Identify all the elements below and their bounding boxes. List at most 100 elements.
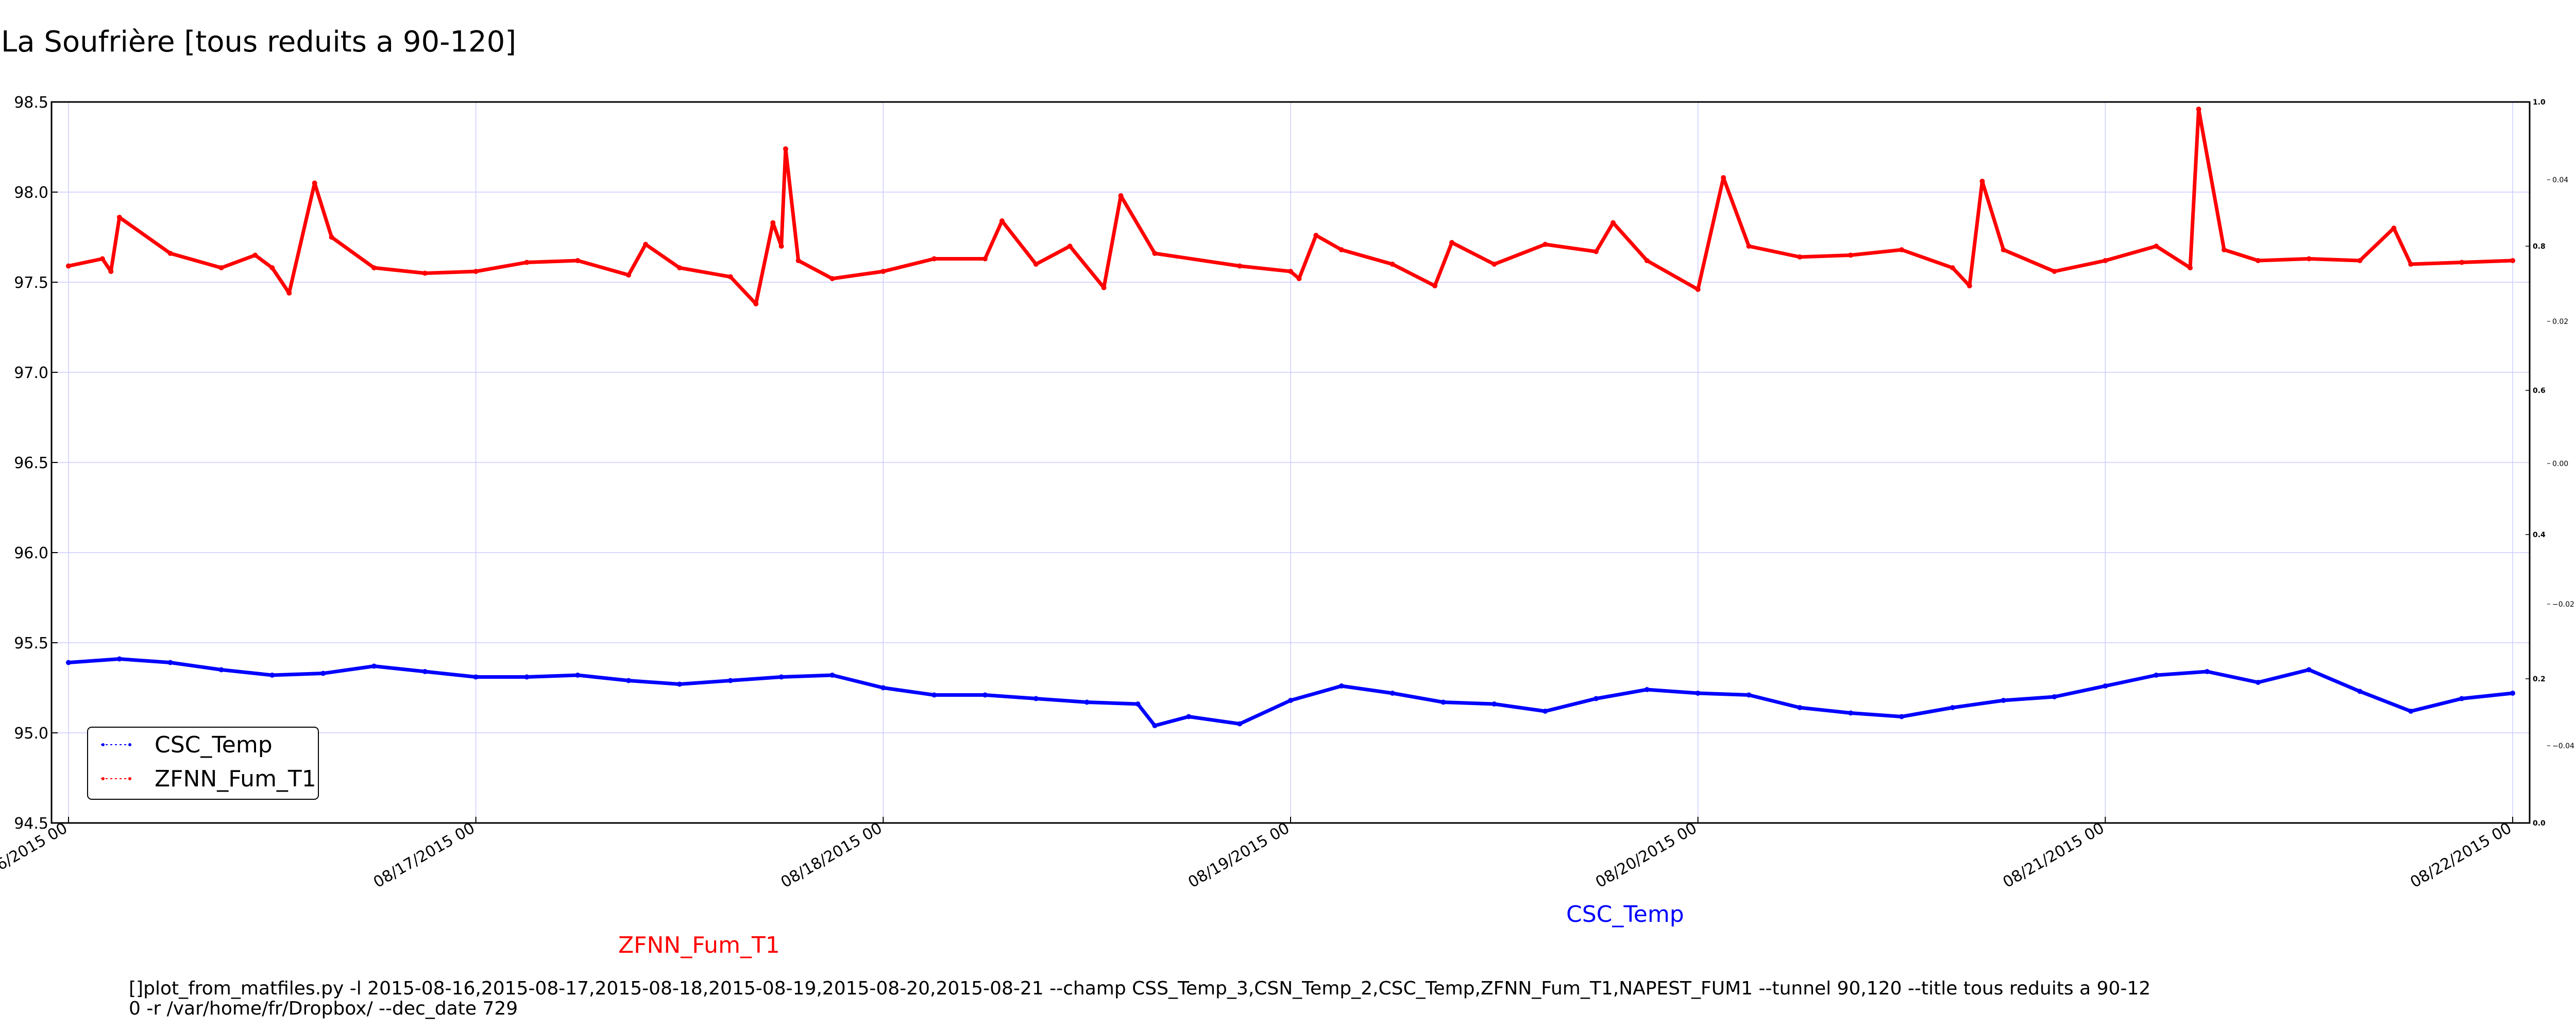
point-csc-temp-7: [422, 669, 428, 674]
point-csc-temp-40: [2052, 694, 2057, 699]
point-zfnn-fum-t1-40: [1389, 262, 1395, 267]
point-csc-temp-32: [1644, 687, 1650, 692]
point-csc-temp-12: [677, 681, 682, 687]
point-zfnn-fum-t1-58: [2052, 269, 2057, 274]
point-zfnn-fum-t1-68: [2408, 262, 2414, 267]
series-label-csc-temp: CSC_Temp: [1566, 901, 1684, 928]
point-csc-temp-3: [218, 667, 224, 673]
point-zfnn-fum-t1-1: [99, 256, 105, 262]
y-tick-label-4: 96.5: [14, 454, 48, 472]
point-zfnn-fum-t1-11: [371, 265, 377, 270]
right-tick-inner-label-0: −0.04: [2552, 742, 2574, 750]
point-csc-temp-19: [1033, 696, 1039, 701]
point-zfnn-fum-t1-48: [1695, 287, 1701, 292]
point-csc-temp-30: [1543, 709, 1548, 714]
point-csc-temp-10: [575, 673, 581, 678]
right-tick-outer-label-4: 0.8: [2533, 243, 2546, 251]
point-zfnn-fum-t1-0: [65, 263, 71, 269]
point-zfnn-fum-t1-65: [2306, 256, 2312, 262]
point-zfnn-fum-t1-13: [473, 269, 479, 274]
point-csc-temp-49: [2510, 691, 2516, 696]
y-tick-label-7: 98.0: [14, 184, 48, 202]
point-zfnn-fum-t1-5: [218, 265, 224, 270]
point-csc-temp-8: [473, 674, 479, 680]
y-axis: 94.5 95.0 95.5 96.0 96.5 97.0 97.5 98.0 98.5: [14, 94, 58, 833]
point-csc-temp-21: [1135, 701, 1141, 707]
legend-marker-csc-temp: [101, 743, 105, 746]
point-csc-temp-36: [1848, 710, 1854, 716]
point-zfnn-fum-t1-51: [1797, 254, 1803, 260]
grid: [52, 102, 2530, 823]
legend-box: [87, 727, 319, 800]
point-zfnn-fum-t1-45: [1594, 249, 1599, 254]
point-zfnn-fum-t1-30: [1033, 262, 1039, 267]
point-csc-temp-47: [2408, 709, 2414, 714]
point-zfnn-fum-t1-17: [643, 242, 649, 247]
right-tick-outer-label-5: 1.0: [2533, 98, 2546, 107]
point-csc-temp-14: [778, 674, 784, 680]
point-csc-temp-26: [1338, 683, 1344, 689]
right-axis: 0.0 0.2 0.4 0.6 0.8 1.0 −0.04 −0.02 0.00 0.02 0.04: [2526, 98, 2574, 828]
point-csc-temp-42: [2154, 673, 2159, 678]
point-zfnn-fum-t1-23: [783, 146, 788, 151]
y-tick-label-3: 96.0: [14, 544, 48, 562]
y-tick-label-1: 95.0: [14, 725, 48, 743]
legend-marker-zfnn-fum-t1: [101, 777, 105, 780]
point-zfnn-fum-t1-25: [829, 276, 835, 281]
point-zfnn-fum-t1-60: [2154, 244, 2159, 249]
point-zfnn-fum-t1-14: [524, 260, 530, 265]
point-zfnn-fum-t1-70: [2510, 258, 2516, 263]
right-tick-inner-label-2: 0.00: [2552, 460, 2568, 468]
point-zfnn-fum-t1-59: [2103, 258, 2108, 263]
point-zfnn-fum-t1-37: [1296, 276, 1302, 281]
point-zfnn-fum-t1-27: [931, 256, 937, 262]
point-zfnn-fum-t1-21: [770, 220, 776, 226]
x-tick-label-6: 08/22/2015 00: [2407, 819, 2515, 892]
right-tick-inner-label-3: 0.02: [2552, 318, 2568, 326]
point-zfnn-fum-t1-63: [2222, 247, 2227, 252]
point-zfnn-fum-t1-26: [880, 269, 886, 274]
point-zfnn-fum-t1-3: [116, 215, 122, 220]
point-zfnn-fum-t1-9: [312, 180, 317, 186]
point-zfnn-fum-t1-18: [677, 265, 682, 270]
right-tick-outer-label-0: 0.0: [2533, 819, 2546, 828]
point-zfnn-fum-t1-52: [1848, 252, 1854, 258]
point-zfnn-fum-t1-56: [1979, 179, 1985, 184]
point-zfnn-fum-t1-7: [269, 265, 275, 270]
point-zfnn-fum-t1-36: [1288, 269, 1293, 274]
y-tick-label-2: 95.5: [14, 634, 48, 653]
point-csc-temp-13: [727, 678, 733, 683]
point-zfnn-fum-t1-50: [1746, 244, 1752, 249]
point-csc-temp-17: [931, 692, 937, 698]
point-zfnn-fum-t1-41: [1432, 283, 1437, 288]
point-csc-temp-23: [1186, 714, 1192, 719]
legend-label-csc-temp: CSC_Temp: [155, 732, 273, 758]
point-zfnn-fum-t1-31: [1067, 244, 1073, 249]
point-zfnn-fum-t1-20: [753, 301, 759, 306]
point-zfnn-fum-t1-46: [1611, 220, 1616, 226]
point-csc-temp-46: [2357, 689, 2363, 694]
point-csc-temp-11: [626, 678, 632, 683]
right-tick-outer-label-2: 0.4: [2533, 531, 2546, 539]
x-axis: 08/16/2015 00 08/17/2015 00 08/18/2015 00 0…: [0, 817, 2515, 891]
point-csc-temp-39: [2001, 698, 2006, 703]
point-csc-temp-28: [1440, 699, 1446, 705]
point-csc-temp-4: [269, 673, 275, 678]
point-zfnn-fum-t1-44: [1543, 242, 1548, 247]
y-tick-label-8: 98.5: [14, 94, 48, 112]
point-zfnn-fum-t1-16: [626, 272, 632, 278]
y-tick-label-5: 97.0: [14, 364, 48, 382]
point-zfnn-fum-t1-15: [575, 258, 581, 263]
point-csc-temp-6: [371, 663, 377, 669]
point-csc-temp-31: [1594, 696, 1599, 701]
point-zfnn-fum-t1-57: [2001, 247, 2006, 252]
point-zfnn-fum-t1-55: [1967, 283, 1972, 288]
x-tick-label-2: 08/18/2015 00: [778, 819, 886, 892]
point-csc-temp-38: [1950, 705, 1955, 710]
point-csc-temp-16: [880, 685, 886, 691]
point-csc-temp-15: [829, 673, 835, 678]
right-tick-outer-label-1: 0.2: [2533, 675, 2546, 683]
point-zfnn-fum-t1-62: [2196, 107, 2201, 112]
command-line-1: []plot_from_matfiles.py -l 2015-08-16,20…: [129, 978, 2150, 999]
point-zfnn-fum-t1-35: [1237, 263, 1243, 269]
